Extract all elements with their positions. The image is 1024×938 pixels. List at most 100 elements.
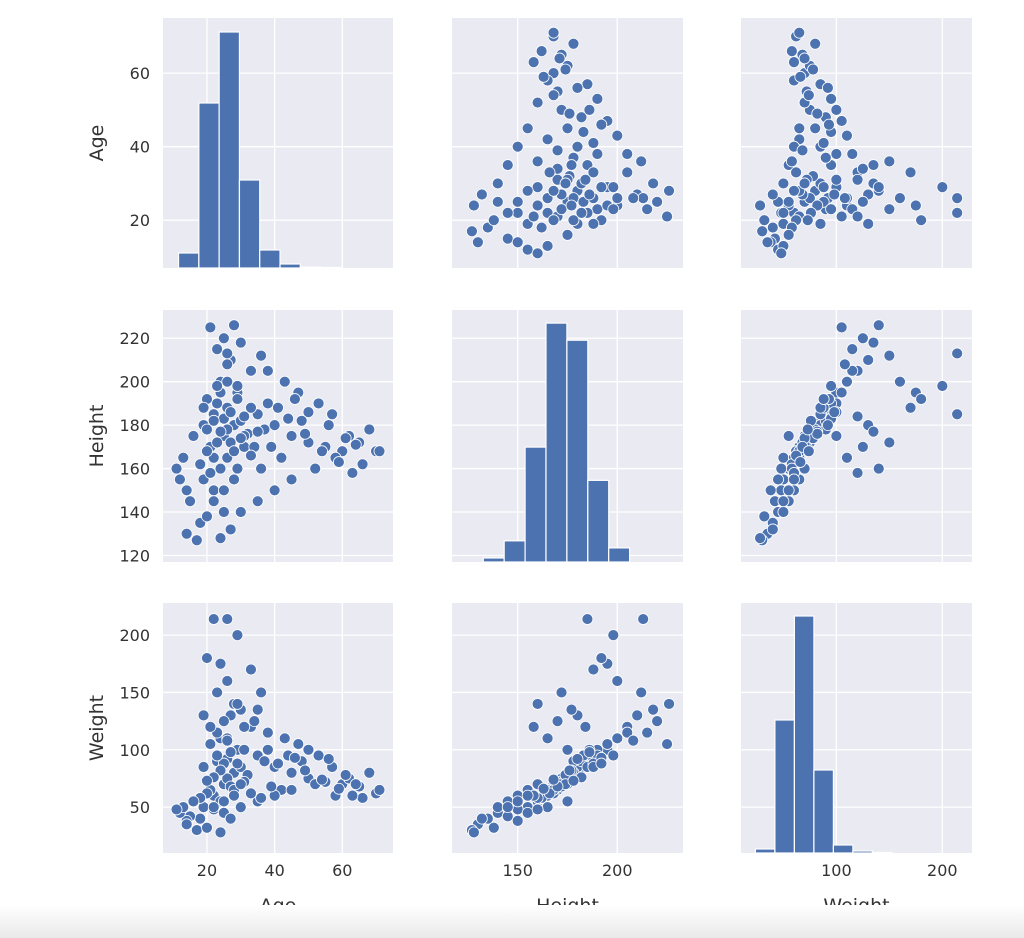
scatter-point	[841, 451, 853, 464]
scatter-point	[627, 192, 640, 205]
scatter-point	[238, 743, 251, 756]
scatter-point	[801, 423, 814, 436]
scatter-point	[782, 430, 795, 442]
scatter-point	[867, 425, 880, 438]
scatter-point	[228, 445, 240, 458]
scatter-point	[872, 462, 885, 475]
scatter-point	[635, 686, 648, 699]
scatter-point	[521, 243, 534, 256]
scatter-point	[637, 192, 650, 205]
scatter-point	[299, 764, 311, 777]
scatter-point	[661, 210, 673, 223]
histogram-bar	[774, 719, 796, 854]
scatter-point	[468, 826, 480, 839]
histogram-bar	[320, 266, 342, 269]
scatter-point	[491, 195, 504, 208]
scatter-point	[211, 380, 224, 392]
scatter-point	[563, 107, 576, 120]
scatter-point	[825, 380, 837, 392]
scatter-point	[565, 703, 578, 716]
scatter-point	[224, 812, 237, 825]
scatter-point	[651, 715, 664, 728]
scatter-point	[641, 203, 654, 216]
scatter-point	[322, 753, 335, 765]
scatter-point	[217, 795, 230, 808]
y-tick-label: 220	[119, 329, 150, 348]
scatter-point	[170, 803, 183, 816]
scatter-point	[766, 523, 779, 536]
scatter-point	[579, 720, 592, 733]
scatter-point	[265, 780, 278, 793]
scatter-point	[894, 375, 906, 388]
scatter-point	[621, 726, 634, 739]
scatter-point	[177, 451, 190, 464]
scatter-point	[197, 709, 210, 722]
scatter-point	[201, 423, 213, 436]
scatter-point	[521, 806, 534, 819]
scatter-point	[326, 408, 339, 421]
x-tick-label: 200	[602, 861, 633, 880]
scatter-point	[356, 458, 369, 471]
scatter-point	[238, 410, 251, 423]
scatter-point	[817, 393, 830, 405]
histogram-bar	[482, 557, 505, 563]
scatter-point	[207, 613, 220, 625]
scatter-point	[611, 129, 624, 142]
x-tick-label: 100	[821, 861, 852, 880]
scatter-point	[785, 155, 798, 168]
panel-age-vs-age	[163, 18, 393, 269]
scatter-point	[579, 173, 592, 186]
scatter-point	[856, 162, 869, 175]
scatter-point	[794, 70, 807, 83]
scatter-point	[487, 821, 500, 834]
scatter-point	[346, 467, 359, 479]
scatter-point	[275, 451, 288, 464]
scatter-point	[547, 214, 560, 227]
scatter-point	[261, 364, 274, 377]
scatter-point	[883, 155, 896, 168]
y-tick-label: 160	[119, 460, 150, 479]
y-tick-label: 200	[119, 626, 150, 645]
scatter-point	[607, 629, 620, 642]
y-axis-label: Age	[86, 125, 108, 162]
histogram-bar	[279, 263, 301, 269]
scatter-point	[567, 774, 580, 787]
scatter-point	[567, 37, 580, 50]
scatter-point	[221, 675, 234, 687]
scatter-point	[846, 364, 859, 377]
scatter-point	[647, 177, 660, 190]
scatter-point	[788, 56, 800, 69]
scatter-point	[224, 523, 237, 536]
x-tick-label: 20	[197, 861, 217, 880]
scatter-point	[631, 709, 644, 722]
scatter-point	[571, 753, 584, 765]
scatter-point	[825, 203, 837, 216]
histogram-bar	[299, 266, 322, 269]
histogram-bar	[587, 479, 610, 563]
scatter-point	[951, 408, 964, 421]
scatter-point	[607, 749, 620, 762]
y-axis-label: Weight	[86, 695, 108, 761]
scatter-point	[793, 26, 806, 39]
y-tick-label: 100	[119, 741, 150, 760]
scatter-point	[856, 332, 869, 345]
scatter-point	[661, 738, 673, 750]
scatter-point	[828, 406, 841, 419]
scatter-point	[936, 181, 949, 194]
scatter-point	[190, 824, 203, 836]
scatter-point	[312, 749, 325, 762]
scatter-point	[224, 406, 237, 419]
scatter-point	[475, 188, 488, 201]
scatter-point	[285, 430, 298, 442]
scatter-point	[282, 412, 295, 425]
scatter-point	[782, 195, 795, 208]
scatter-point	[601, 738, 614, 750]
scatter-point	[819, 151, 832, 164]
scatter-point	[663, 698, 675, 710]
panel-height-vs-weight	[741, 310, 972, 562]
scatter-point	[537, 782, 550, 795]
scatter-point	[772, 473, 784, 486]
scatter-point	[591, 203, 604, 216]
scatter-point	[214, 425, 227, 438]
scatter-point	[491, 177, 504, 190]
